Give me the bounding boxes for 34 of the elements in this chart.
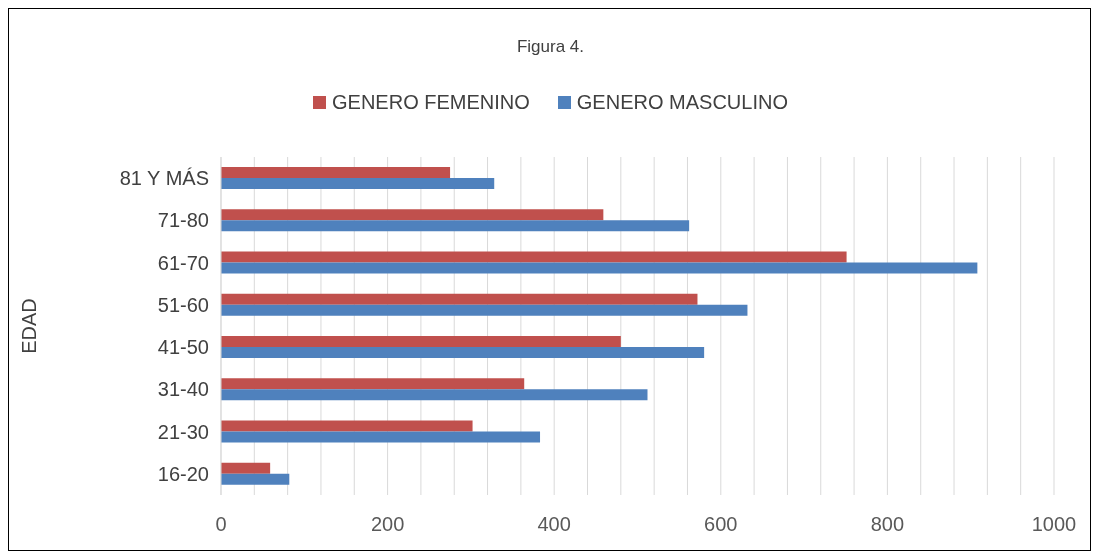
y-tick-label: 61-70 [157, 251, 209, 274]
bar [221, 389, 648, 401]
x-tick-label: 600 [704, 513, 738, 536]
bar [221, 209, 604, 221]
y-tick-label: 16-20 [157, 462, 209, 485]
x-tick-label: 800 [870, 513, 905, 536]
y-axis-title: EDAD [18, 298, 41, 354]
x-tick-label: 400 [537, 513, 571, 536]
y-tick-label: 71-80 [157, 209, 209, 232]
bar [221, 178, 495, 189]
y-tick-label: 21-30 [157, 420, 209, 443]
bar [221, 336, 621, 347]
bar [221, 251, 847, 263]
y-tick-label: 41-50 [157, 336, 209, 359]
bar [221, 167, 451, 178]
bar [221, 378, 525, 390]
bar [221, 473, 290, 485]
legend-label: GENERO FEMENINO [332, 91, 530, 114]
y-tick-label: 31-40 [157, 378, 209, 401]
y-tick-label: 51-60 [157, 293, 209, 316]
y-tick-label: 81 Y MÁS [119, 167, 209, 190]
bar [221, 293, 698, 305]
x-tick-label: 0 [215, 513, 227, 536]
legend-label: GENERO MASCULINO [576, 91, 788, 114]
x-tick-label: 1000 [1031, 513, 1077, 536]
bar [221, 262, 978, 274]
bar [221, 347, 705, 358]
bar [221, 304, 748, 316]
chart-title: Figura 4. [515, 37, 586, 57]
bar [221, 431, 541, 443]
bar [221, 220, 690, 232]
bar [221, 462, 271, 474]
bar [221, 420, 473, 432]
x-tick-label: 200 [370, 513, 405, 536]
